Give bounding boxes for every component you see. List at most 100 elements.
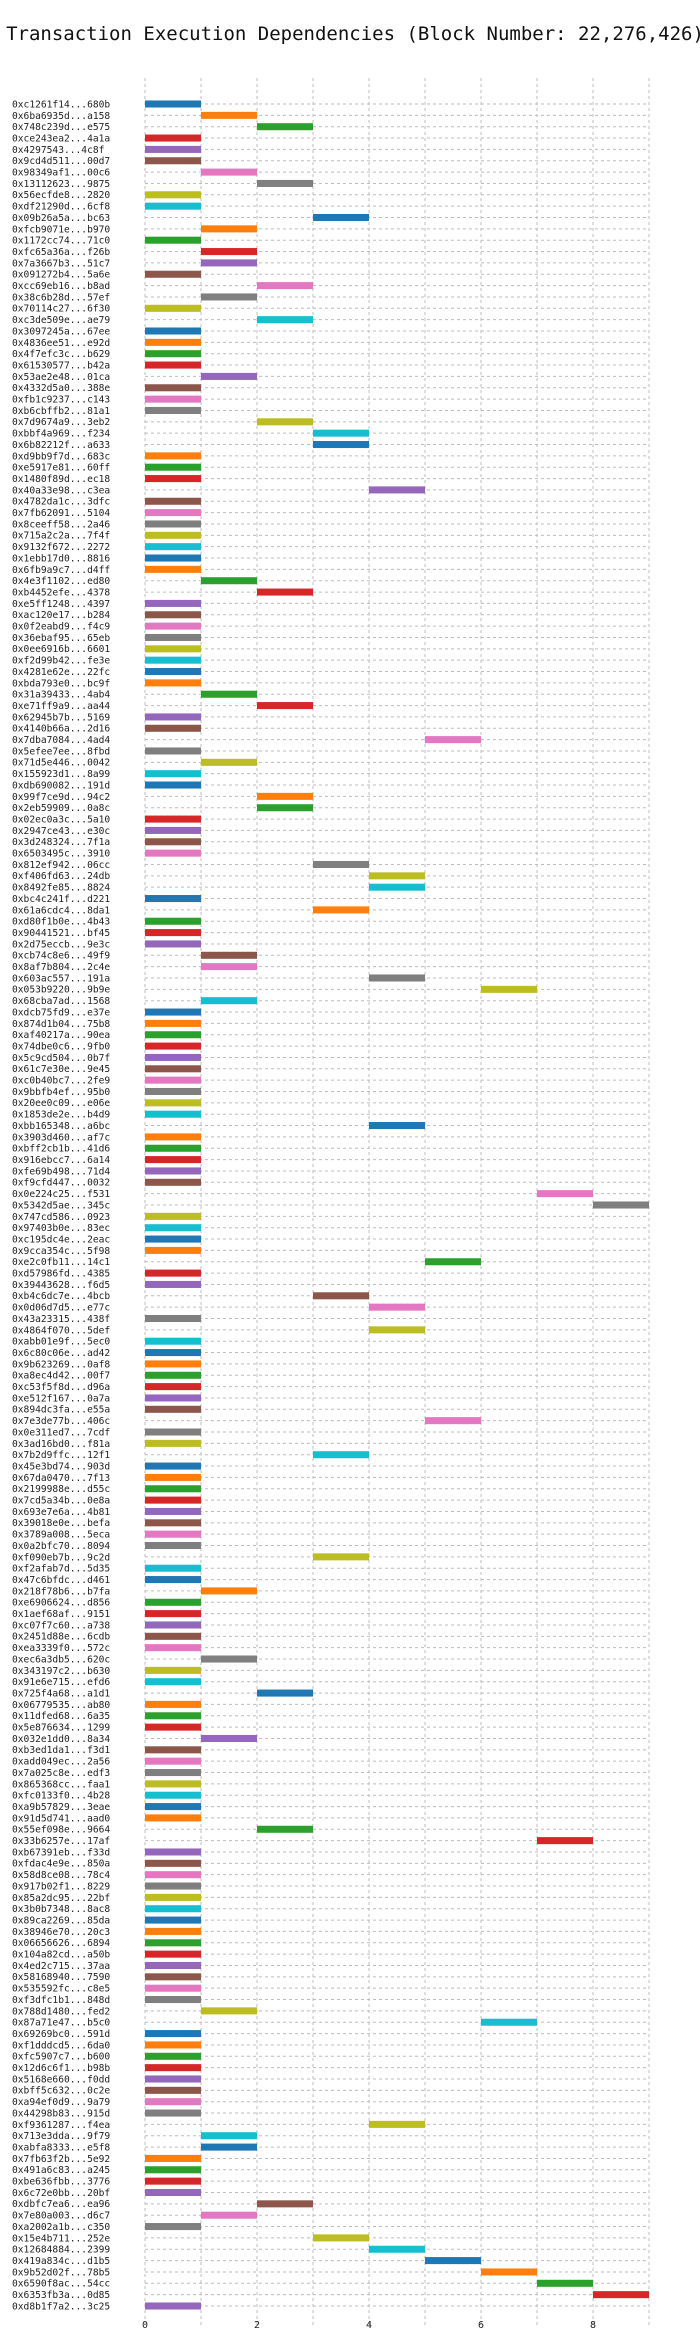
bar <box>369 1122 425 1130</box>
bar <box>145 1621 201 1629</box>
y-tick-label: 0x9cd4d511...00d7 <box>12 156 110 167</box>
y-tick-label: 0x0a2bfc70...8094 <box>12 1541 110 1552</box>
bar <box>145 1757 201 1765</box>
bar <box>145 463 201 471</box>
bar <box>201 259 257 267</box>
y-tick-label: 0x43a23315...438f <box>12 1314 110 1325</box>
bar <box>313 906 369 914</box>
y-tick-label: 0x13112623...9875 <box>12 179 110 190</box>
bar <box>145 1371 201 1379</box>
bar <box>145 1644 201 1652</box>
bar <box>145 1019 201 1027</box>
y-tick-label: 0x715a2c2a...7f4f <box>12 531 110 542</box>
y-tick-label: 0x4332d5a0...388e <box>12 383 110 394</box>
bar <box>145 1383 201 1391</box>
y-tick-label: 0x491a6c83...a245 <box>12 2165 110 2176</box>
y-tick-label: 0x8af7b804...2c4e <box>12 962 110 973</box>
y-tick-label: 0x39443628...f6d5 <box>12 1280 110 1291</box>
y-tick-label: 0xfc0133f0...4b28 <box>12 1791 110 1802</box>
bar <box>145 1984 201 1992</box>
bar <box>145 2109 201 2117</box>
bar <box>145 1076 201 1084</box>
bar <box>145 815 201 823</box>
bar <box>201 2132 257 2140</box>
y-tick-label: 0xb3ed1da1...f3d1 <box>12 1745 110 1756</box>
x-tick-label: 6 <box>478 2320 484 2331</box>
bar <box>145 1632 201 1640</box>
bar <box>481 985 537 993</box>
y-tick-label: 0xd80f1b0e...4b43 <box>12 917 110 928</box>
y-tick-label: 0xfb1c9237...c143 <box>12 395 110 406</box>
bar <box>145 1939 201 1947</box>
y-tick-label: 0x7e3de77b...406c <box>12 1416 110 1427</box>
bar <box>145 1337 201 1345</box>
bar <box>145 475 201 483</box>
bar <box>145 1791 201 1799</box>
bar <box>369 1326 425 1334</box>
y-tick-label: 0x61530577...b42a <box>12 360 110 371</box>
y-tick-label: 0x9bbfb4ef...95b0 <box>12 1087 110 1098</box>
bar <box>257 123 313 131</box>
y-tick-label: 0xf406fd63...24db <box>12 871 110 882</box>
y-tick-label: 0xbb165348...a6bc <box>12 1121 110 1132</box>
bar <box>145 1530 201 1538</box>
y-tick-label: 0x85a2dc95...22bf <box>12 1893 110 1904</box>
bar <box>145 191 201 199</box>
y-axis-labels: 0xc1261f14...680b0x6ba6935d...a1580x748c… <box>12 99 110 2312</box>
y-tick-label: 0x4864f070...5def <box>12 1325 110 1336</box>
y-tick-label: 0x9b623269...0af8 <box>12 1359 110 1370</box>
y-tick-label: 0x90441521...bf45 <box>12 928 110 939</box>
bar <box>145 1167 201 1175</box>
y-tick-label: 0x2451d88e...6cdb <box>12 1632 110 1643</box>
bar <box>201 1655 257 1663</box>
bar <box>369 2120 425 2128</box>
bar <box>145 2154 201 2162</box>
bar <box>145 1144 201 1152</box>
bar <box>145 1349 201 1357</box>
y-tick-label: 0x56ecfde8...2820 <box>12 190 110 201</box>
bar <box>145 1848 201 1856</box>
bar <box>145 1803 201 1811</box>
y-tick-label: 0x5e876634...1299 <box>12 1723 110 1734</box>
y-tick-label: 0x6c80c06e...ad42 <box>12 1348 110 1359</box>
bar <box>145 929 201 937</box>
bar <box>145 1927 201 1935</box>
bar <box>369 872 425 880</box>
y-tick-label: 0x3097245a...67ee <box>12 326 110 337</box>
y-tick-label: 0x20ee0c09...e06e <box>12 1098 110 1109</box>
bar <box>145 656 201 664</box>
x-tick-label: 8 <box>590 2320 596 2331</box>
bar <box>145 2052 201 2060</box>
y-tick-label: 0x3b0b7348...8ac8 <box>12 1904 110 1915</box>
y-tick-label: 0xa2002a1b...c350 <box>12 2222 110 2233</box>
bar <box>145 543 201 551</box>
bar <box>145 1950 201 1958</box>
bar <box>145 1882 201 1890</box>
y-tick-label: 0x5c9cd504...0b7f <box>12 1053 110 1064</box>
bar <box>201 2211 257 2219</box>
y-tick-label: 0xe512f167...0a7a <box>12 1393 110 1404</box>
bar <box>145 531 201 539</box>
y-tick-label: 0xa8ec4d42...00f7 <box>12 1371 110 1382</box>
y-tick-label: 0x38946e70...20c3 <box>12 1927 110 1938</box>
bar <box>145 2030 201 2038</box>
y-tick-label: 0x5342d5ae...345c <box>12 1200 110 1211</box>
bar <box>145 1576 201 1584</box>
y-tick-label: 0xf090eb7b...9c2d <box>12 1552 110 1563</box>
y-tick-label: 0x02ec0a3c...5a10 <box>12 814 110 825</box>
bar <box>313 440 369 449</box>
bar <box>257 418 313 426</box>
bar <box>201 225 257 233</box>
y-tick-label: 0x7e80a003...d6c7 <box>12 2211 110 2222</box>
bar <box>145 611 201 619</box>
y-tick-label: 0xfdac4e9e...850a <box>12 1859 110 1870</box>
y-tick-label: 0x032e1dd0...8a34 <box>12 1734 110 1745</box>
bar <box>201 2143 257 2151</box>
y-tick-label: 0x7dba7084...4ad4 <box>12 735 110 746</box>
y-tick-label: 0x0ee6916b...6601 <box>12 644 110 655</box>
y-tick-label: 0x5efee7ee...8fbd <box>12 746 110 757</box>
bar <box>257 2200 313 2208</box>
bar <box>145 338 201 346</box>
bar <box>257 792 313 800</box>
bar <box>145 1507 201 1515</box>
